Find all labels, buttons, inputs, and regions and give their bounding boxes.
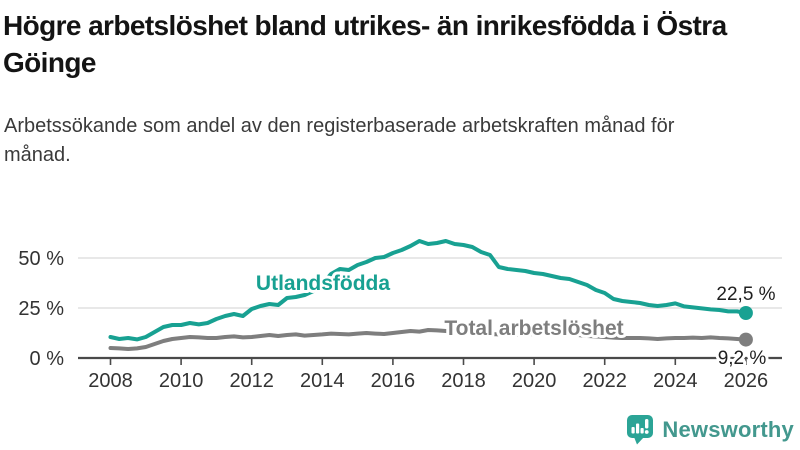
x-axis-tick-label: 2008: [88, 370, 133, 392]
x-axis-tick-label: 2022: [582, 370, 627, 392]
x-axis-tick-label: 2014: [300, 370, 345, 392]
series-line-total: [108, 328, 748, 351]
x-axis-tick-label: 2010: [159, 370, 204, 392]
series-label-utlandsfodda: Utlandsfödda: [256, 272, 390, 295]
newsworthy-logo[interactable]: Newsworthy: [626, 414, 794, 445]
x-axis-tick-label: 2020: [512, 370, 557, 392]
x-axis-tick-label: 2026: [724, 370, 769, 392]
x-axis-tick-label: 2024: [653, 370, 698, 392]
x-axis-tick-label: 2016: [371, 370, 416, 392]
page-title: Högre arbetslöshet bland utrikes- än inr…: [3, 10, 727, 78]
series-end-dot-total: [738, 332, 753, 347]
y-axis-tick-label: 50 %: [18, 248, 64, 270]
x-axis-tick-label: 2012: [229, 370, 274, 392]
page-subtitle: Arbetssökande som andel av den registerb…: [4, 114, 675, 166]
end-value-label-total: 9,2 %: [718, 348, 767, 369]
newsworthy-logo-icon: [627, 415, 654, 445]
end-value-label-utlandsfodda: 22,5 %: [716, 284, 775, 305]
y-axis-tick-label: 0 %: [30, 348, 65, 370]
series-line-utlandsfodda: [108, 239, 748, 342]
y-axis-tick-label: 25 %: [18, 298, 64, 320]
series-end-dot-utlandsfodda: [738, 306, 753, 320]
newsworthy-wordmark: Newsworthy: [662, 416, 794, 442]
series-label-total: Total arbetslöshet: [444, 317, 623, 340]
x-axis-tick-label: 2018: [441, 370, 486, 392]
